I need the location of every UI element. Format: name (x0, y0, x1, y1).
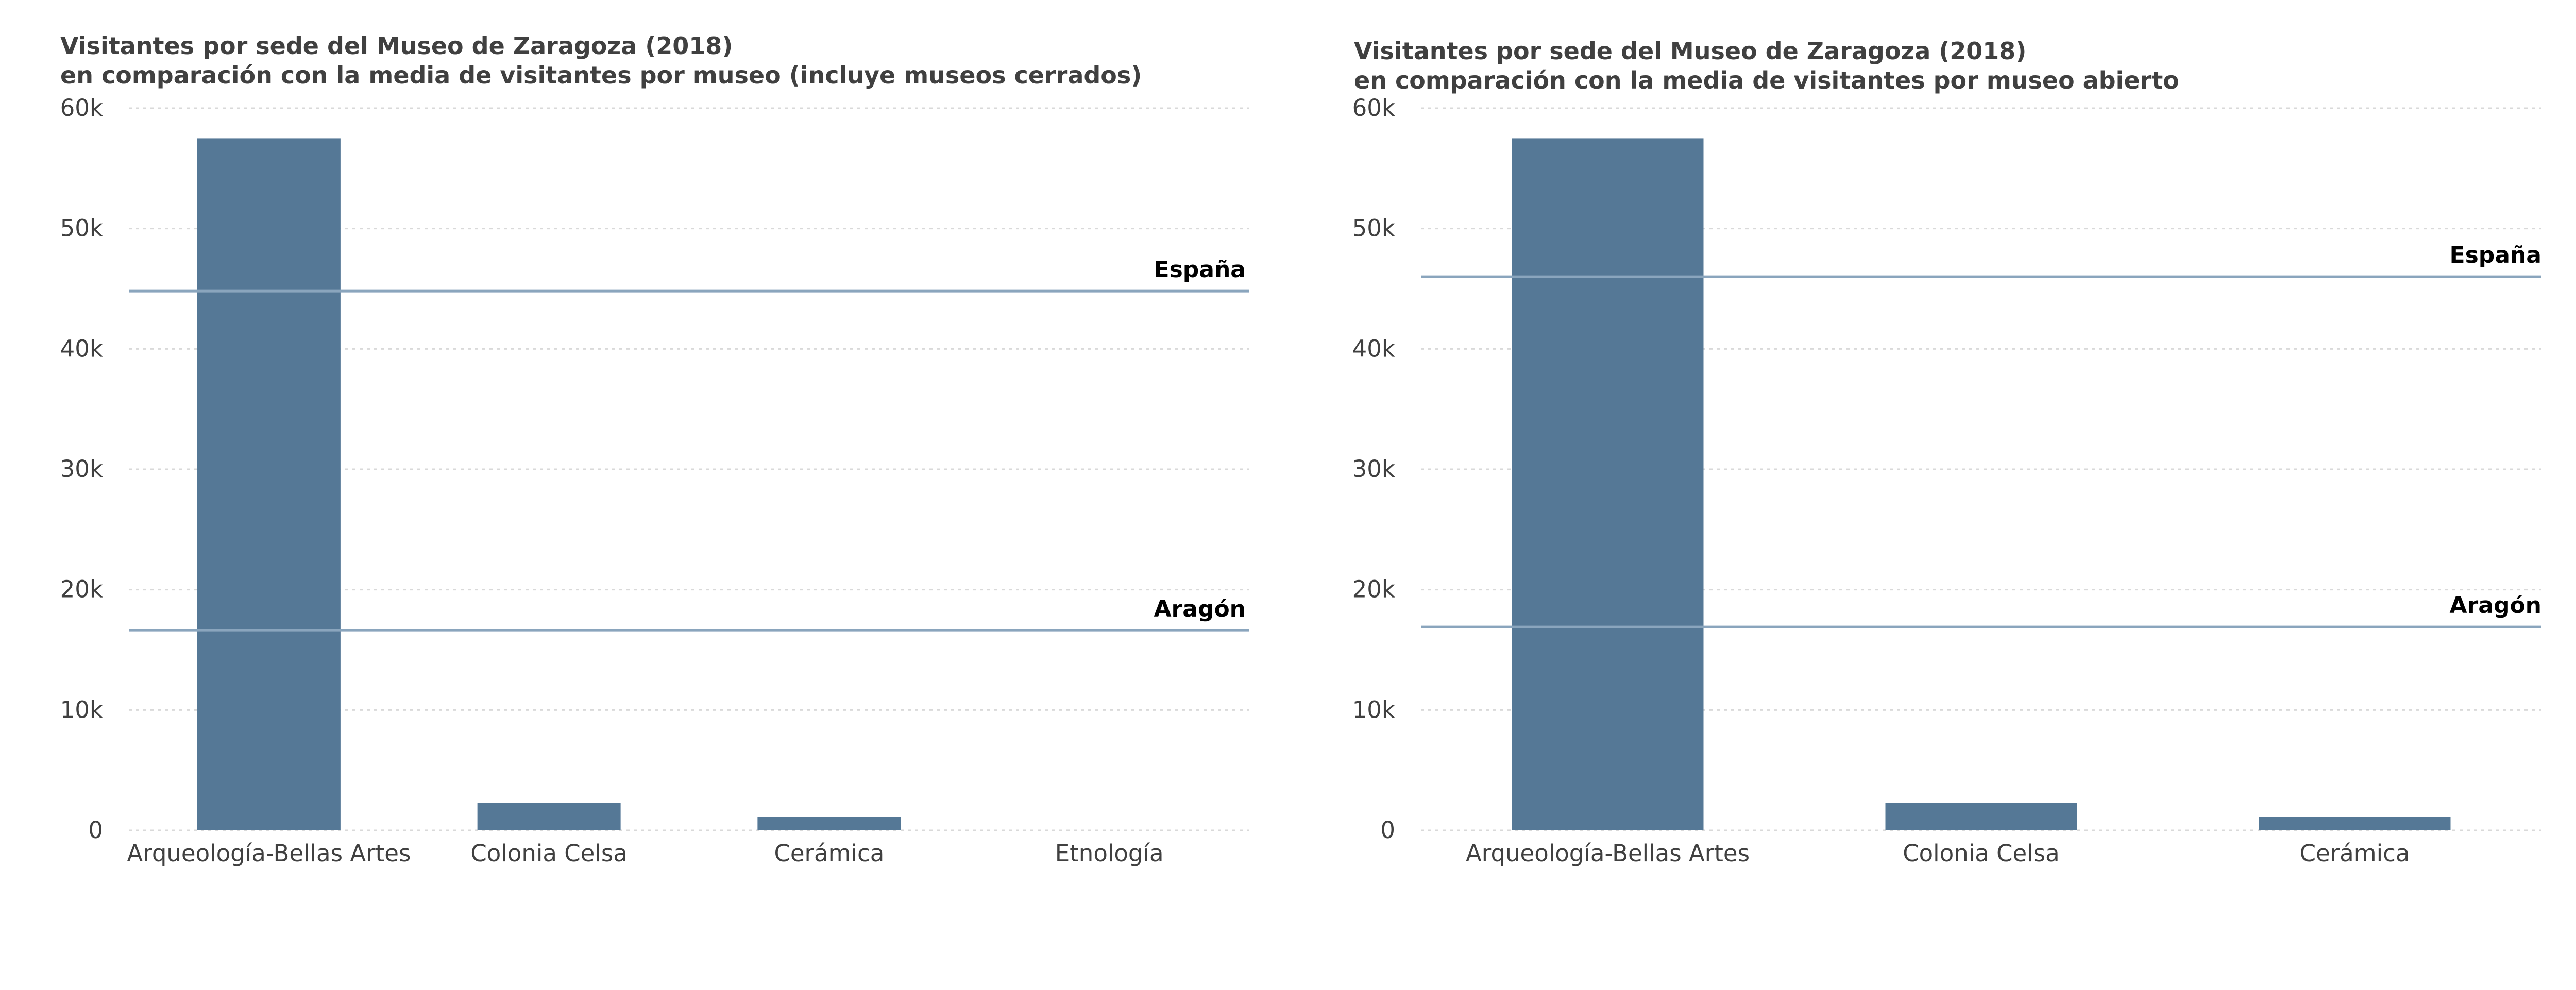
chart-panel-visitantes-museos-abiertos: Visitantes por sede del Museo de Zaragoz… (1352, 37, 2541, 867)
y-tick-label: 40k (1352, 335, 1395, 362)
reference-line-label: España (1154, 257, 1246, 283)
y-tick-label: 30k (60, 455, 103, 483)
x-tick-label: Arqueología-Bellas Artes (1466, 840, 1750, 867)
y-tick-label: 30k (1352, 455, 1395, 483)
reference-lines: España Aragón (1421, 242, 2542, 628)
x-axis-ticks: Arqueología-Bellas Artes Colonia Celsa Cer… (127, 840, 1163, 867)
bar-colonia-celsa (1885, 803, 2077, 830)
y-tick-label: 60k (1352, 94, 1395, 122)
x-tick-label: Colonia Celsa (1903, 840, 2060, 867)
bar-ceramica (757, 817, 901, 830)
bar-ceramica (2259, 817, 2451, 830)
bars (1512, 138, 2451, 831)
x-tick-label: Cerámica (774, 840, 884, 867)
y-tick-label: 50k (60, 215, 103, 242)
x-tick-label: Arqueología-Bellas Artes (127, 840, 411, 867)
x-tick-label: Etnología (1055, 840, 1164, 867)
bars (197, 138, 901, 831)
reference-lines: España Aragón (129, 257, 1249, 632)
y-tick-label: 40k (60, 335, 103, 362)
reference-line-label: España (2450, 242, 2541, 268)
chart-title: Visitantes por sede del Museo de Zaragoz… (1354, 37, 2026, 65)
y-tick-label: 20k (60, 576, 103, 603)
bar-arqueologia-bellas-artes (197, 138, 341, 831)
chart-subtitle: en comparación con la media de visitante… (1354, 66, 2179, 94)
y-tick-label: 0 (88, 816, 103, 844)
y-tick-label: 10k (1352, 696, 1395, 723)
y-tick-label: 60k (60, 94, 103, 122)
bar-colonia-celsa (477, 803, 621, 830)
x-tick-label: Cerámica (2300, 840, 2410, 867)
bar-arqueologia-bellas-artes (1512, 138, 1704, 831)
y-axis-ticks: 0 10k 20k 30k 40k 50k 60k (1352, 94, 1395, 844)
chart-panel-visitantes-incluye-cerrados: Visitantes por sede del Museo de Zaragoz… (60, 32, 1249, 867)
chart-title: Visitantes por sede del Museo de Zaragoz… (60, 32, 733, 60)
y-axis-ticks: 0 10k 20k 30k 40k 50k 60k (60, 94, 103, 844)
x-axis-ticks: Arqueología-Bellas Artes Colonia Celsa Cer… (1466, 840, 2410, 867)
y-tick-label: 0 (1380, 816, 1395, 844)
x-tick-label: Colonia Celsa (470, 840, 628, 867)
reference-line-label: Aragón (2450, 592, 2542, 619)
reference-line-label: Aragón (1154, 596, 1246, 622)
y-tick-label: 50k (1352, 215, 1395, 242)
chart-subtitle: en comparación con la media de visitante… (60, 61, 1142, 89)
y-tick-label: 20k (1352, 576, 1395, 603)
y-tick-label: 10k (60, 696, 103, 723)
